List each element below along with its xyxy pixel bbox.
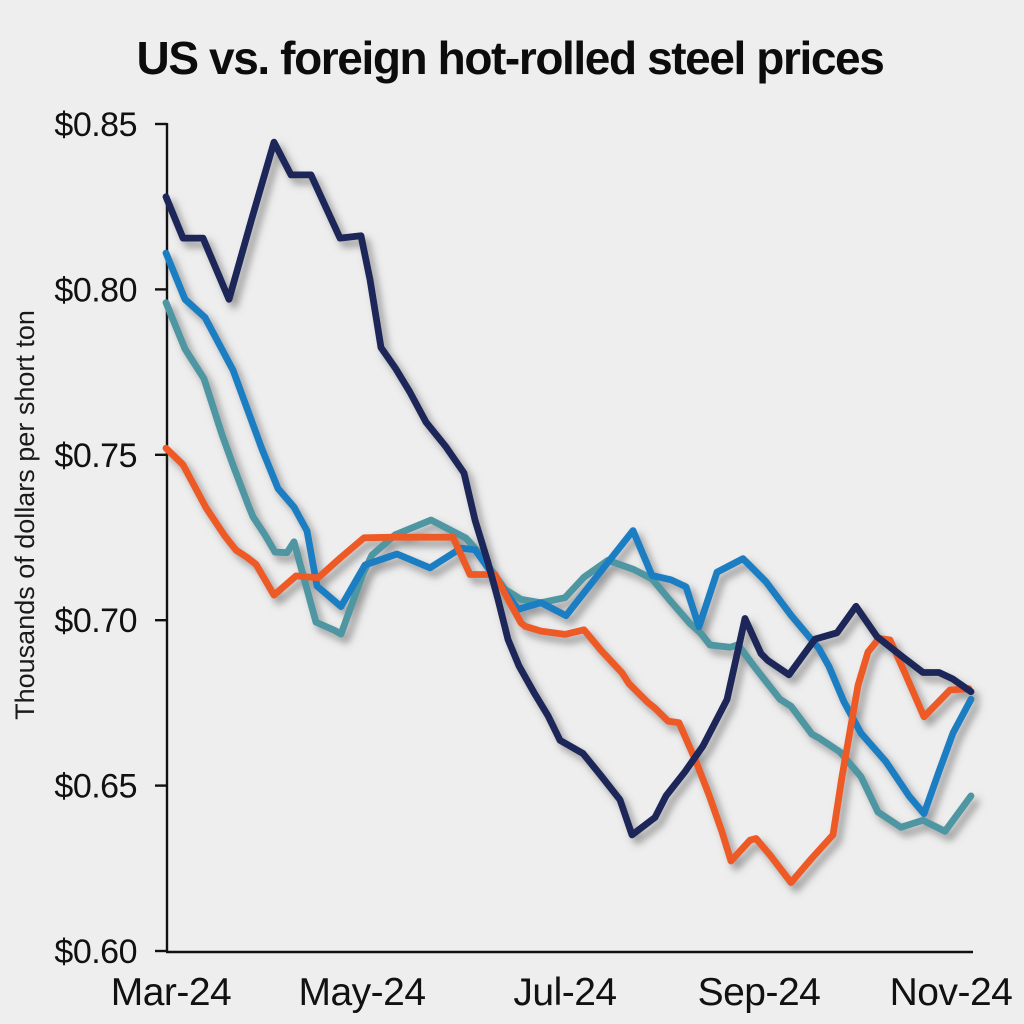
- svg-text:May-24: May-24: [298, 971, 425, 1014]
- svg-text:$0.80: $0.80: [54, 271, 137, 309]
- svg-text:Mar-24: Mar-24: [111, 971, 232, 1014]
- svg-text:$0.75: $0.75: [54, 437, 137, 475]
- svg-text:$0.85: $0.85: [54, 106, 137, 144]
- svg-text:Jul-24: Jul-24: [513, 971, 616, 1014]
- svg-text:$0.65: $0.65: [54, 768, 137, 806]
- svg-text:Nov-24: Nov-24: [890, 971, 1013, 1014]
- svg-text:$0.60: $0.60: [54, 933, 137, 971]
- svg-text:$0.70: $0.70: [54, 602, 137, 640]
- svg-text:Thousands of dollars per short: Thousands of dollars per short ton: [10, 310, 40, 720]
- svg-text:Sep-24: Sep-24: [698, 971, 821, 1014]
- svg-text:US vs. foreign hot-rolled stee: US vs. foreign hot-rolled steel prices: [137, 32, 884, 84]
